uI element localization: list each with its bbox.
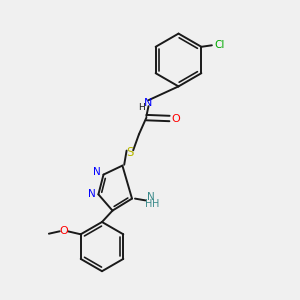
Text: N: N (93, 167, 101, 177)
Text: O: O (59, 226, 68, 236)
Text: H: H (139, 103, 145, 112)
Text: H: H (152, 199, 159, 209)
Text: N: N (88, 189, 96, 200)
Text: Cl: Cl (215, 40, 225, 50)
Text: S: S (127, 146, 134, 159)
Text: N: N (147, 192, 154, 203)
Text: N: N (143, 98, 152, 108)
Text: O: O (171, 113, 180, 124)
Text: H: H (146, 199, 153, 209)
